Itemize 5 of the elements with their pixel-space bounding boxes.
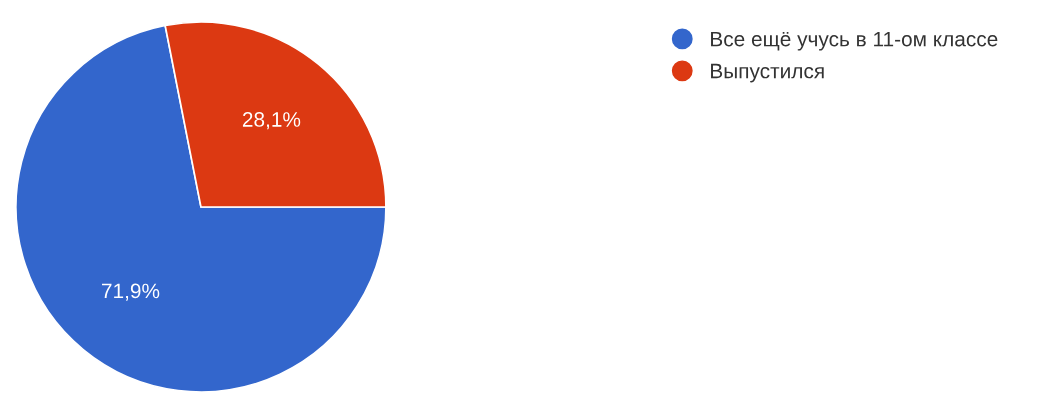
data-label: 71,9% bbox=[102, 283, 160, 301]
legend-label: Выпустился bbox=[711, 63, 824, 83]
pie-slice bbox=[15, 24, 387, 393]
legend-label: Все ещё учусь в 11-ом классе bbox=[711, 31, 998, 51]
data-label: 28,1% bbox=[242, 112, 301, 130]
